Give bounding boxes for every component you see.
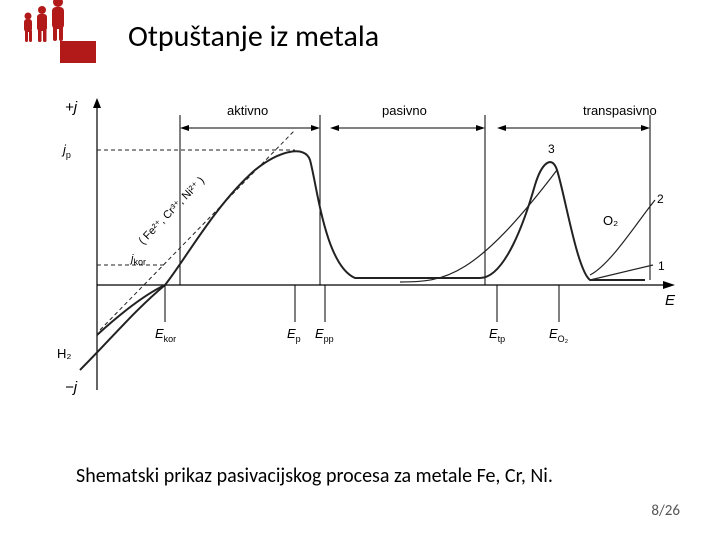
svg-text:Ekor: Ekor <box>155 326 176 344</box>
branch-1 <box>590 265 653 280</box>
svg-text:Etp: Etp <box>489 326 505 344</box>
main-polarization-curve <box>97 151 645 335</box>
svg-text:EO₂: EO₂ <box>549 326 569 344</box>
ion-species-label: ( Fe²⁺, Cr³⁺, Ni²⁺ ) <box>137 175 207 247</box>
peak-1: 1 <box>658 259 665 273</box>
svg-text:Ep: Ep <box>287 326 301 344</box>
x-ticks: Ekor Ep Epp Etp EO₂ <box>155 285 569 344</box>
polarization-chart: +j −j E jp jkor aktivno pasivno transpas… <box>35 90 690 405</box>
region-aktivno: aktivno <box>180 103 320 285</box>
svg-text:transpasivno: transpasivno <box>583 103 657 118</box>
peak-3: 3 <box>548 142 555 156</box>
logo <box>0 0 80 62</box>
branch-2 <box>590 200 655 275</box>
y-axis-plus-label: +j <box>65 99 78 116</box>
svg-text:pasivno: pasivno <box>382 103 427 118</box>
tafel-dashed-line <box>100 130 295 330</box>
x-axis-label: E <box>665 292 676 309</box>
page-number: 8/26 <box>651 502 680 520</box>
slide-caption: Shematski prikaz pasivacijskog procesa z… <box>76 464 553 488</box>
logo-accent-block <box>60 41 96 63</box>
jp-label: jp <box>61 142 71 160</box>
o2-label: O₂ <box>603 213 618 228</box>
svg-text:Epp: Epp <box>315 326 334 344</box>
region-pasivno: pasivno <box>330 103 485 285</box>
peak-2: 2 <box>657 192 664 206</box>
jkor-label: jkor <box>129 253 146 267</box>
slide-title: Otpuštanje iz metala <box>128 18 379 55</box>
logo-silhouette <box>18 0 73 45</box>
svg-text:aktivno: aktivno <box>227 103 268 118</box>
y-axis-minus-label: −j <box>65 379 78 396</box>
h2-label: H₂ <box>57 346 71 361</box>
h2-cathodic-branch <box>80 285 165 370</box>
